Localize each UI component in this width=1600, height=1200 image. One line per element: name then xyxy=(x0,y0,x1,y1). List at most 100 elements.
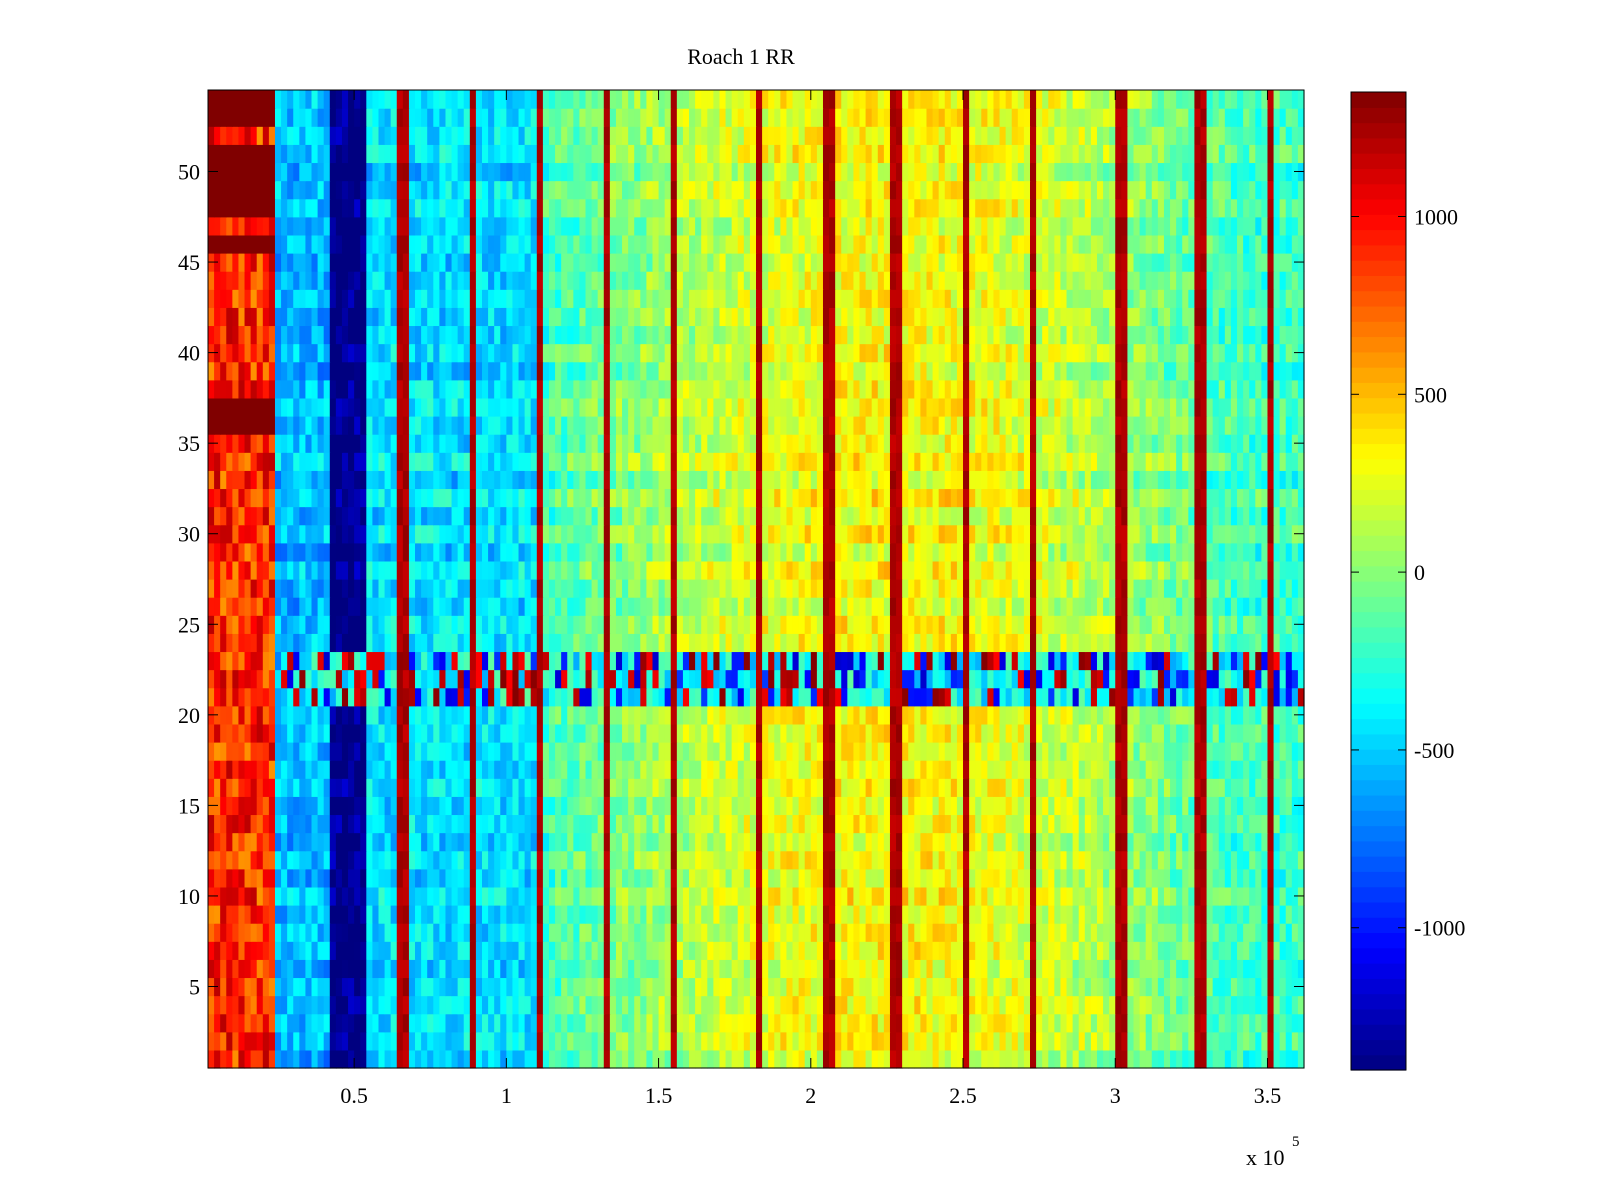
heatmap-cell xyxy=(1060,597,1068,616)
heatmap-cell xyxy=(518,814,526,834)
heatmap-cell xyxy=(287,1013,294,1033)
heatmap-cell xyxy=(1072,669,1080,689)
heatmap-cell xyxy=(676,850,684,870)
heatmap-cell xyxy=(1005,850,1013,870)
heatmap-cell xyxy=(786,959,794,979)
heatmap-cell xyxy=(250,941,258,960)
heatmap-cell xyxy=(1048,778,1055,797)
heatmap-cell xyxy=(914,868,921,888)
heatmap-cell xyxy=(573,669,581,689)
heatmap-cell xyxy=(366,742,373,761)
heatmap-cell xyxy=(859,814,867,834)
heatmap-cell xyxy=(445,579,453,598)
heatmap-cell xyxy=(348,923,355,942)
heatmap-cell xyxy=(701,814,708,834)
heatmap-cell xyxy=(1054,778,1062,797)
heatmap-cell xyxy=(1048,977,1055,997)
heatmap-cell xyxy=(1151,868,1159,888)
heatmap-cell xyxy=(1163,814,1171,834)
heatmap-cell xyxy=(463,850,471,870)
heatmap-cell xyxy=(1017,850,1025,870)
heatmap-cell xyxy=(488,778,495,797)
heatmap-cell xyxy=(682,923,690,942)
heatmap-cell xyxy=(317,995,325,1015)
heatmap-cell xyxy=(427,778,434,797)
heatmap-cell xyxy=(999,941,1007,960)
heatmap-cell xyxy=(402,923,410,942)
heatmap-cell xyxy=(707,633,714,653)
heatmap-cell xyxy=(1157,778,1165,797)
heatmap-cell xyxy=(208,850,215,870)
heatmap-cell xyxy=(603,687,611,707)
heatmap-cell xyxy=(1036,651,1043,671)
heatmap-cell xyxy=(853,995,861,1015)
heatmap-cell xyxy=(530,778,538,797)
heatmap-cell xyxy=(597,886,605,906)
heatmap-cell xyxy=(1255,977,1262,997)
heatmap-cell xyxy=(1005,778,1013,797)
heatmap-cell xyxy=(329,778,337,797)
heatmap-cell xyxy=(896,868,903,888)
heatmap-cell xyxy=(859,941,867,960)
heatmap-cell xyxy=(1237,705,1244,725)
heatmap-cell xyxy=(421,832,428,852)
heatmap-cell xyxy=(1127,705,1135,725)
heatmap-cell xyxy=(865,995,873,1015)
heatmap-cell xyxy=(433,615,440,634)
heatmap-cell xyxy=(287,832,294,852)
heatmap-cell xyxy=(530,850,538,870)
heatmap-cell xyxy=(816,1049,824,1069)
heatmap-cell xyxy=(743,905,751,924)
heatmap-cell xyxy=(1218,760,1226,779)
heatmap-cell xyxy=(238,868,246,888)
heatmap-cell xyxy=(226,560,233,580)
heatmap-cell xyxy=(512,651,520,671)
heatmap-cell xyxy=(469,959,477,979)
heatmap-cell xyxy=(1224,1031,1232,1051)
heatmap-cell xyxy=(536,687,544,707)
heatmap-cell xyxy=(956,1049,964,1069)
heatmap-cell xyxy=(408,560,416,580)
heatmap-cell xyxy=(323,651,331,671)
heatmap-cell xyxy=(841,633,848,653)
heatmap-cell xyxy=(1255,905,1262,924)
heatmap-cell xyxy=(853,796,861,816)
heatmap-cell xyxy=(573,959,581,979)
heatmap-cell xyxy=(835,778,842,797)
heatmap-cell xyxy=(402,742,410,761)
heatmap-cell xyxy=(597,796,605,816)
heatmap-cell xyxy=(1157,1013,1165,1033)
heatmap-cell xyxy=(585,868,593,888)
heatmap-cell xyxy=(877,959,885,979)
heatmap-cell xyxy=(1285,814,1293,834)
heatmap-cell xyxy=(1048,886,1055,906)
heatmap-cell xyxy=(226,669,233,689)
heatmap-cell xyxy=(250,1031,258,1051)
heatmap-cell xyxy=(1072,995,1080,1015)
heatmap-cell xyxy=(768,1049,775,1069)
heatmap-cell xyxy=(1182,633,1189,653)
heatmap-cell xyxy=(591,886,599,906)
heatmap-cell xyxy=(689,959,696,979)
heatmap-cell xyxy=(658,651,666,671)
heatmap-cell xyxy=(530,886,538,906)
heatmap-cell xyxy=(579,579,587,598)
heatmap-cell xyxy=(871,633,879,653)
heatmap-cell xyxy=(1157,796,1165,816)
heatmap-cell xyxy=(427,560,434,580)
heatmap-cell xyxy=(214,1049,221,1069)
heatmap-cell xyxy=(262,1049,270,1069)
heatmap-cell xyxy=(457,941,465,960)
heatmap-cell xyxy=(1261,850,1269,870)
heatmap-cell xyxy=(914,723,921,743)
heatmap-cell xyxy=(1042,705,1049,725)
heatmap-cell xyxy=(287,669,294,689)
heatmap-cell xyxy=(865,1031,873,1051)
heatmap-cell xyxy=(902,651,909,671)
heatmap-cell xyxy=(1237,687,1244,707)
heatmap-cell xyxy=(1084,814,1092,834)
heatmap-cell xyxy=(1157,633,1165,653)
heatmap-cell xyxy=(926,778,934,797)
heatmap-cell xyxy=(847,850,855,870)
heatmap-cell xyxy=(865,723,873,743)
